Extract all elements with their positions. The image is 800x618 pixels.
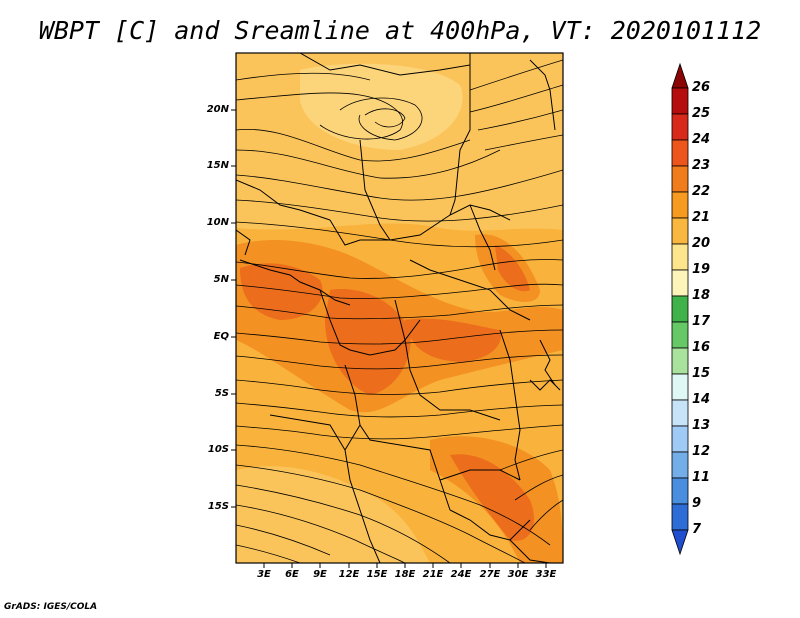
- colorbar-box: [671, 191, 689, 219]
- colorbar-box: [671, 373, 689, 401]
- lon-label-24e: 24E: [450, 569, 472, 580]
- colorbar-bottom-arrow: [671, 529, 689, 556]
- streamlines: [236, 59, 563, 563]
- colorbar-label: 20: [692, 236, 711, 251]
- lat-label-10s: 10S: [207, 444, 229, 455]
- field-hot-se: [450, 454, 534, 541]
- chart-title: WBPT [C] and Sreamline at 400hPa, VT: 20…: [38, 16, 762, 45]
- colorbar-box: [671, 139, 689, 167]
- colorbar-box: [671, 217, 689, 245]
- colorbar-box: [671, 321, 689, 349]
- lon-label-21e: 21E: [422, 569, 444, 580]
- lat-label-20n: 20N: [206, 104, 229, 115]
- colorbar-box: [671, 87, 689, 115]
- colorbar-box: [671, 269, 689, 297]
- colorbar-box: [671, 503, 689, 531]
- lat-label-5n: 5N: [213, 274, 229, 285]
- field-hot-cband: [405, 318, 501, 362]
- lat-label-5s: 5S: [214, 388, 229, 399]
- colorbar-box: [671, 113, 689, 141]
- colorbar-label: 26: [692, 80, 711, 95]
- lat-ticks: [231, 109, 236, 508]
- colorbar-label: 25: [692, 106, 711, 121]
- credit-text: GrADS: IGES/COLA: [4, 602, 98, 612]
- colorbar-label: 12: [692, 444, 711, 459]
- colorbar: [671, 62, 689, 556]
- colorbar-label: 22: [692, 184, 711, 199]
- colorbar-label: 21: [692, 210, 711, 225]
- colorbar-label: 13: [692, 418, 711, 433]
- colorbar-label: 16: [692, 340, 711, 355]
- lat-label-10n: 10N: [206, 217, 229, 228]
- colorbar-label: 14: [692, 392, 711, 407]
- colorbar-label: 9: [692, 496, 702, 511]
- lon-label-18e: 18E: [394, 569, 416, 580]
- colorbar-label: 24: [692, 132, 711, 147]
- lon-label-12e: 12E: [338, 569, 360, 580]
- lat-label-15s: 15S: [207, 501, 229, 512]
- country-borders: [236, 53, 561, 563]
- lon-ticks: [263, 563, 547, 568]
- colorbar-box: [671, 243, 689, 271]
- lat-label-eq: EQ: [213, 331, 229, 342]
- colorbar-box: [671, 347, 689, 375]
- colorbar-label: 11: [692, 470, 711, 485]
- field-hot-east: [495, 245, 530, 292]
- colorbar-label: 15: [692, 366, 711, 381]
- colorbar-top-arrow: [671, 62, 689, 89]
- colorbar-label: 18: [692, 288, 711, 303]
- colorbar-label: 19: [692, 262, 711, 277]
- colorbar-label: 17: [692, 314, 711, 329]
- field-lightest-north: [300, 63, 463, 150]
- field-layer: [236, 53, 563, 563]
- colorbar-box: [671, 477, 689, 505]
- lon-label-3e: 3E: [257, 569, 271, 580]
- lon-label-9e: 9E: [313, 569, 327, 580]
- lon-label-30e: 30E: [507, 569, 529, 580]
- lat-label-15n: 15N: [206, 160, 229, 171]
- map-frame: [235, 52, 564, 564]
- lon-label-33e: 33E: [535, 569, 557, 580]
- colorbar-box: [671, 399, 689, 427]
- lon-label-15e: 15E: [366, 569, 388, 580]
- colorbar-box: [671, 425, 689, 453]
- colorbar-box: [671, 165, 689, 193]
- lon-label-6e: 6E: [285, 569, 299, 580]
- lon-label-27e: 27E: [479, 569, 501, 580]
- colorbar-box: [671, 295, 689, 323]
- colorbar-label: 7: [692, 522, 702, 537]
- colorbar-label: 23: [692, 158, 711, 173]
- field-light-south: [236, 466, 430, 563]
- field-hot-west: [240, 263, 323, 320]
- colorbar-box: [671, 451, 689, 479]
